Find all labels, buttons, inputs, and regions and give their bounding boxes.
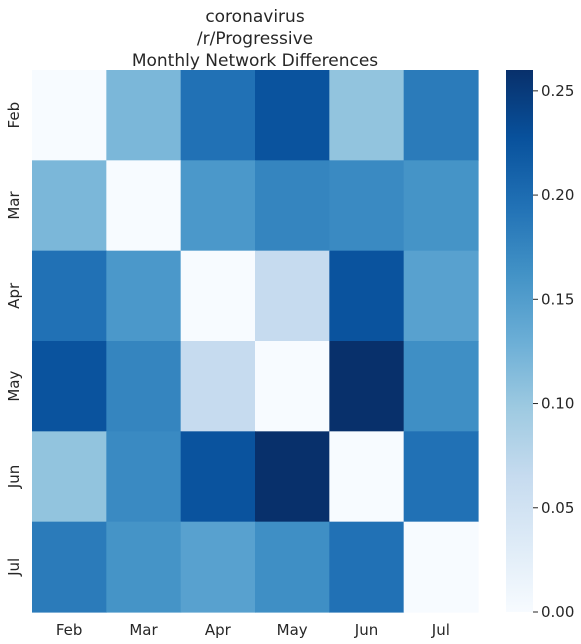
y-tick-label: Jul	[5, 558, 23, 577]
heatmap-cell-feb-may	[255, 70, 330, 161]
heatmap-cell-feb-mar	[106, 70, 182, 161]
colorbar-tick-label: 0.20	[541, 186, 574, 204]
heatmap-cell-apr-apr	[180, 250, 256, 342]
x-tick-label: Apr	[205, 621, 232, 639]
colorbar-tick-label: 0.25	[541, 82, 574, 100]
heatmap-cell-jun-jul	[403, 431, 479, 523]
heatmap-cell-apr-may	[255, 250, 330, 342]
y-tick-label: May	[5, 371, 23, 402]
heatmap-cell-feb-feb	[32, 70, 107, 161]
y-tick-label: Mar	[5, 191, 23, 220]
heatmap-cell-jun-mar	[106, 431, 182, 523]
heatmap-cell-may-may	[255, 341, 330, 432]
title-line-3: Monthly Network Differences	[132, 51, 378, 71]
heatmap-cell-mar-apr	[180, 160, 256, 252]
heatmap-cell-mar-may	[255, 160, 330, 252]
heatmap-cell-apr-feb	[32, 250, 107, 342]
colorbar-tick-label: 0.15	[541, 290, 574, 308]
heatmap-cell-may-jun	[329, 341, 405, 432]
heatmap-cell-jul-apr	[180, 521, 256, 613]
heatmap-cell-feb-jul	[403, 70, 479, 161]
heatmap-cell-apr-jun	[329, 250, 405, 342]
heatmap-cell-mar-jun	[329, 160, 405, 252]
heatmap-cell-jul-jul	[403, 521, 479, 613]
heatmap-cell-apr-mar	[106, 250, 182, 342]
x-tick-label: Feb	[56, 621, 83, 639]
heatmap-cell-apr-jul	[403, 250, 479, 342]
chart-title: coronavirus /r/Progressive Monthly Netwo…	[132, 7, 378, 71]
heatmap-cell-jun-feb	[32, 431, 107, 523]
title-line-1: coronavirus	[205, 7, 305, 27]
x-tick-label: Mar	[129, 621, 158, 639]
x-axis-tick-labels: Feb Mar Apr May Jun Jul	[56, 621, 450, 639]
y-axis-tick-labels: Feb Mar Apr May Jun Jul	[5, 102, 23, 577]
title-line-2: /r/Progressive	[197, 29, 313, 49]
y-tick-label: Feb	[5, 102, 23, 129]
heatmap-cell-jul-jun	[329, 521, 405, 613]
colorbar-tick-label: 0.05	[541, 499, 574, 517]
heatmap-cell-jun-may	[255, 431, 330, 523]
colorbar: 0.00 0.05 0.10 0.15 0.20 0.25	[506, 70, 574, 621]
heatmap-cells	[32, 70, 479, 613]
heatmap-cell-feb-apr	[180, 70, 256, 161]
heatmap-cell-jun-apr	[180, 431, 256, 523]
heatmap-cell-mar-feb	[32, 160, 107, 252]
colorbar-tick-label: 0.00	[541, 603, 574, 621]
y-tick-label: Jun	[5, 465, 23, 489]
x-tick-label: May	[277, 621, 308, 639]
heatmap-cell-jul-mar	[106, 521, 182, 613]
heatmap-cell-mar-mar	[106, 160, 182, 252]
heatmap-cell-may-mar	[106, 341, 182, 432]
y-tick-label: Apr	[5, 282, 23, 309]
x-tick-label: Jul	[431, 621, 450, 639]
heatmap-cell-may-feb	[32, 341, 107, 432]
heatmap-cell-mar-jul	[403, 160, 479, 252]
heatmap-cell-jul-feb	[32, 521, 107, 613]
x-tick-label: Jun	[354, 621, 378, 639]
colorbar-tick-label: 0.10	[541, 395, 574, 413]
heatmap-cell-jul-may	[255, 521, 330, 613]
colorbar-gradient	[506, 70, 533, 612]
heatmap-cell-feb-jun	[329, 70, 405, 161]
heatmap-cell-may-jul	[403, 341, 479, 432]
heatmap-cell-jun-jun	[329, 431, 405, 523]
heatmap-cell-may-apr	[180, 341, 256, 432]
